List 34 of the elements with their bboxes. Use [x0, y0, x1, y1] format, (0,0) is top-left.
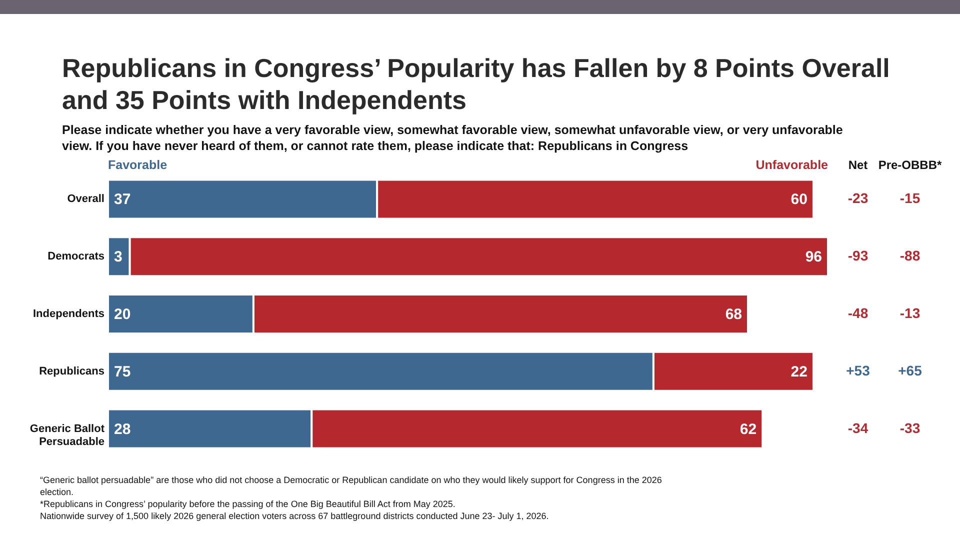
series-label: Unfavorable: [756, 158, 828, 172]
data-label: 96: [805, 248, 822, 266]
chart-title: Republicans in Congress’ Popularity has Fallen by 8 Points Overall and 35 Points with Independents: [62, 52, 891, 116]
text: Pre-OBBB*: [878, 158, 942, 172]
y-tick-label: Democrats: [48, 250, 104, 263]
data-label: 28: [114, 420, 131, 438]
text: -13: [900, 305, 920, 321]
text: +65: [898, 362, 922, 378]
text: Nationwide survey of 1,500 likely 2026 general election voters across 67 battleground districts conducted June 23- July 1, 2026.: [40, 510, 550, 522]
data-label: 20: [114, 306, 131, 323]
data-label: 75: [114, 363, 131, 380]
text: -88: [900, 248, 920, 264]
text: -48: [848, 305, 868, 321]
text: -93: [848, 248, 868, 264]
text: -23: [848, 190, 868, 206]
chart-subtitle: Please indicate whether you have a very favorable view, somewhat favorable view, somewhat unfavorable view, or very unfavorable view. If you have never heard of them, or cannot rate them, please indicate that: Republicans in Congress: [62, 122, 844, 154]
y-tick-label: Overall: [67, 193, 104, 206]
text: *Republicans in Congress’ popularity before the passing of the One Big Beautiful Bill Act from May 2025.: [40, 498, 456, 510]
text: -33: [900, 420, 920, 436]
y-tick-label: Republicans: [39, 365, 104, 378]
text: -15: [900, 190, 920, 206]
text: “Generic ballot persuadable” are those who did not choose a Democratic or Republican candidate on who they would likely support for Congress in the 2026 election.: [40, 474, 663, 498]
data-label: 62: [740, 420, 757, 438]
data-label: 37: [114, 191, 131, 208]
y-tick-label: Generic Ballot Persuadable: [30, 422, 105, 448]
text: Net: [848, 158, 868, 172]
data-label: 68: [725, 306, 742, 323]
series-label: Favorable: [108, 158, 168, 172]
data-label: 22: [790, 363, 808, 380]
y-tick-label: Independents: [32, 308, 104, 320]
data-label: 3: [114, 248, 122, 266]
text: +53: [846, 362, 870, 378]
text: -34: [848, 420, 868, 436]
data-label: 60: [790, 191, 808, 208]
